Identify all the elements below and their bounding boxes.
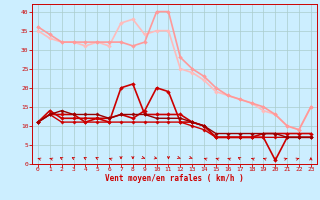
- X-axis label: Vent moyen/en rafales ( km/h ): Vent moyen/en rafales ( km/h ): [105, 174, 244, 183]
